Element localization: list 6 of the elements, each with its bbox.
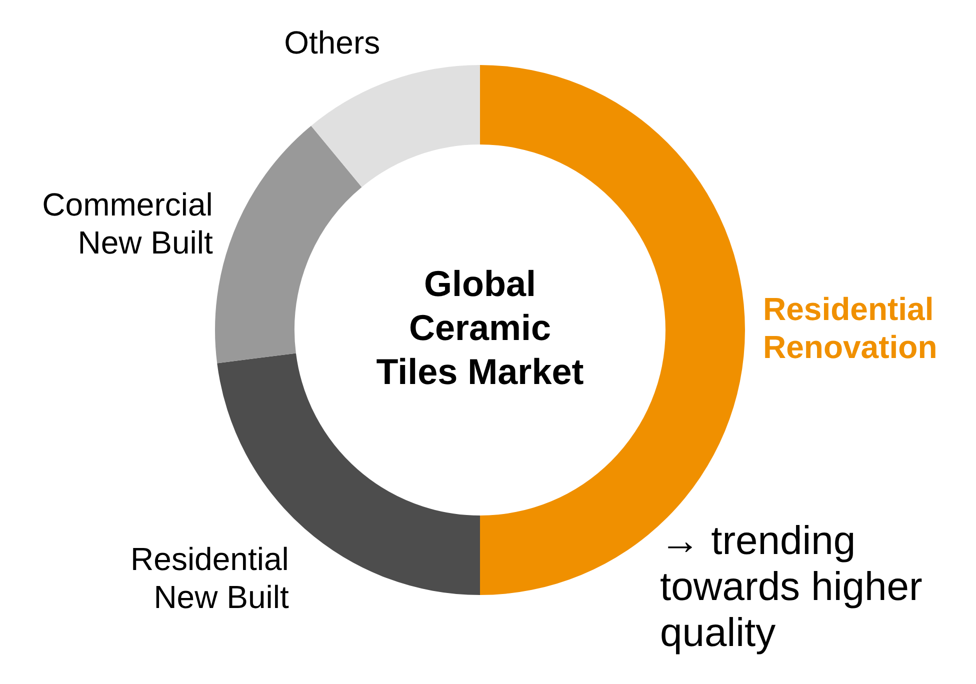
slice-label: Commercial New Built xyxy=(42,186,213,261)
text: → trending towards higher quality xyxy=(660,518,924,656)
slice-label: Residential New Built xyxy=(130,541,289,616)
slice-label: Residential Renovation xyxy=(763,290,938,365)
text: Global Ceramic Tiles Market xyxy=(376,262,584,392)
slice-label: Others xyxy=(284,24,380,61)
